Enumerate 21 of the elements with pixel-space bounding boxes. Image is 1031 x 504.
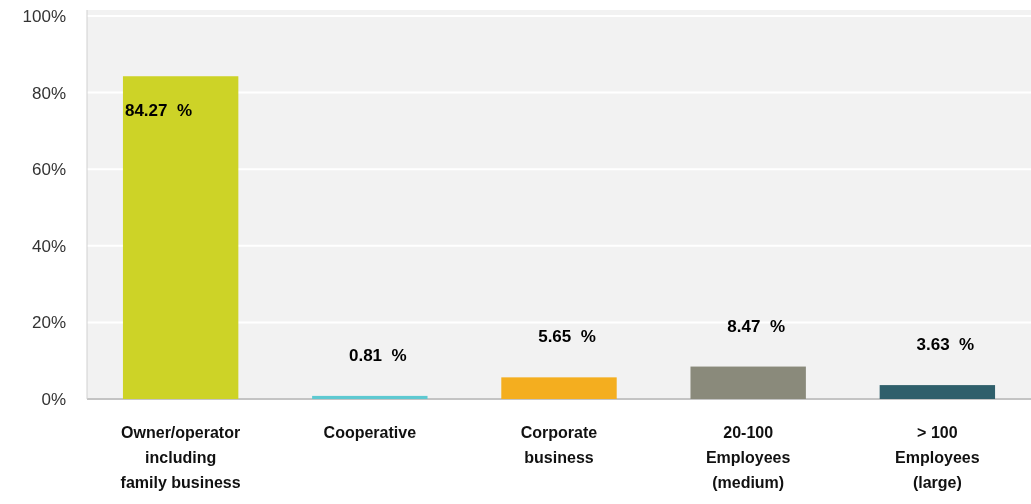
bar xyxy=(312,395,428,399)
x-tick-label: Owner/operator including family business xyxy=(120,424,241,491)
y-tick-label: 40% xyxy=(31,236,66,256)
x-tick-label: 20-100 Employees (medium) xyxy=(705,424,791,491)
data-label: 3.63 % xyxy=(916,335,975,355)
x-tick-label: > 100 Employees (large) xyxy=(895,424,980,491)
y-tick-label: 60% xyxy=(31,160,66,180)
data-label: 0.81 % xyxy=(348,345,407,365)
bar xyxy=(879,385,996,399)
x-tick-label: Corporate business xyxy=(520,424,598,466)
y-tick-label: 80% xyxy=(31,83,66,103)
data-label: 5.65 % xyxy=(538,327,596,347)
y-tick-label: 20% xyxy=(31,313,66,333)
data-label: 84.27 % xyxy=(124,101,193,121)
bar xyxy=(501,377,617,399)
y-tick-label: 0% xyxy=(41,390,66,409)
data-label: 8.47 % xyxy=(727,316,786,336)
y-tick-label: 100% xyxy=(22,7,66,26)
bar xyxy=(122,76,239,399)
bar xyxy=(690,366,806,399)
x-tick-label: Cooperative xyxy=(323,424,417,441)
